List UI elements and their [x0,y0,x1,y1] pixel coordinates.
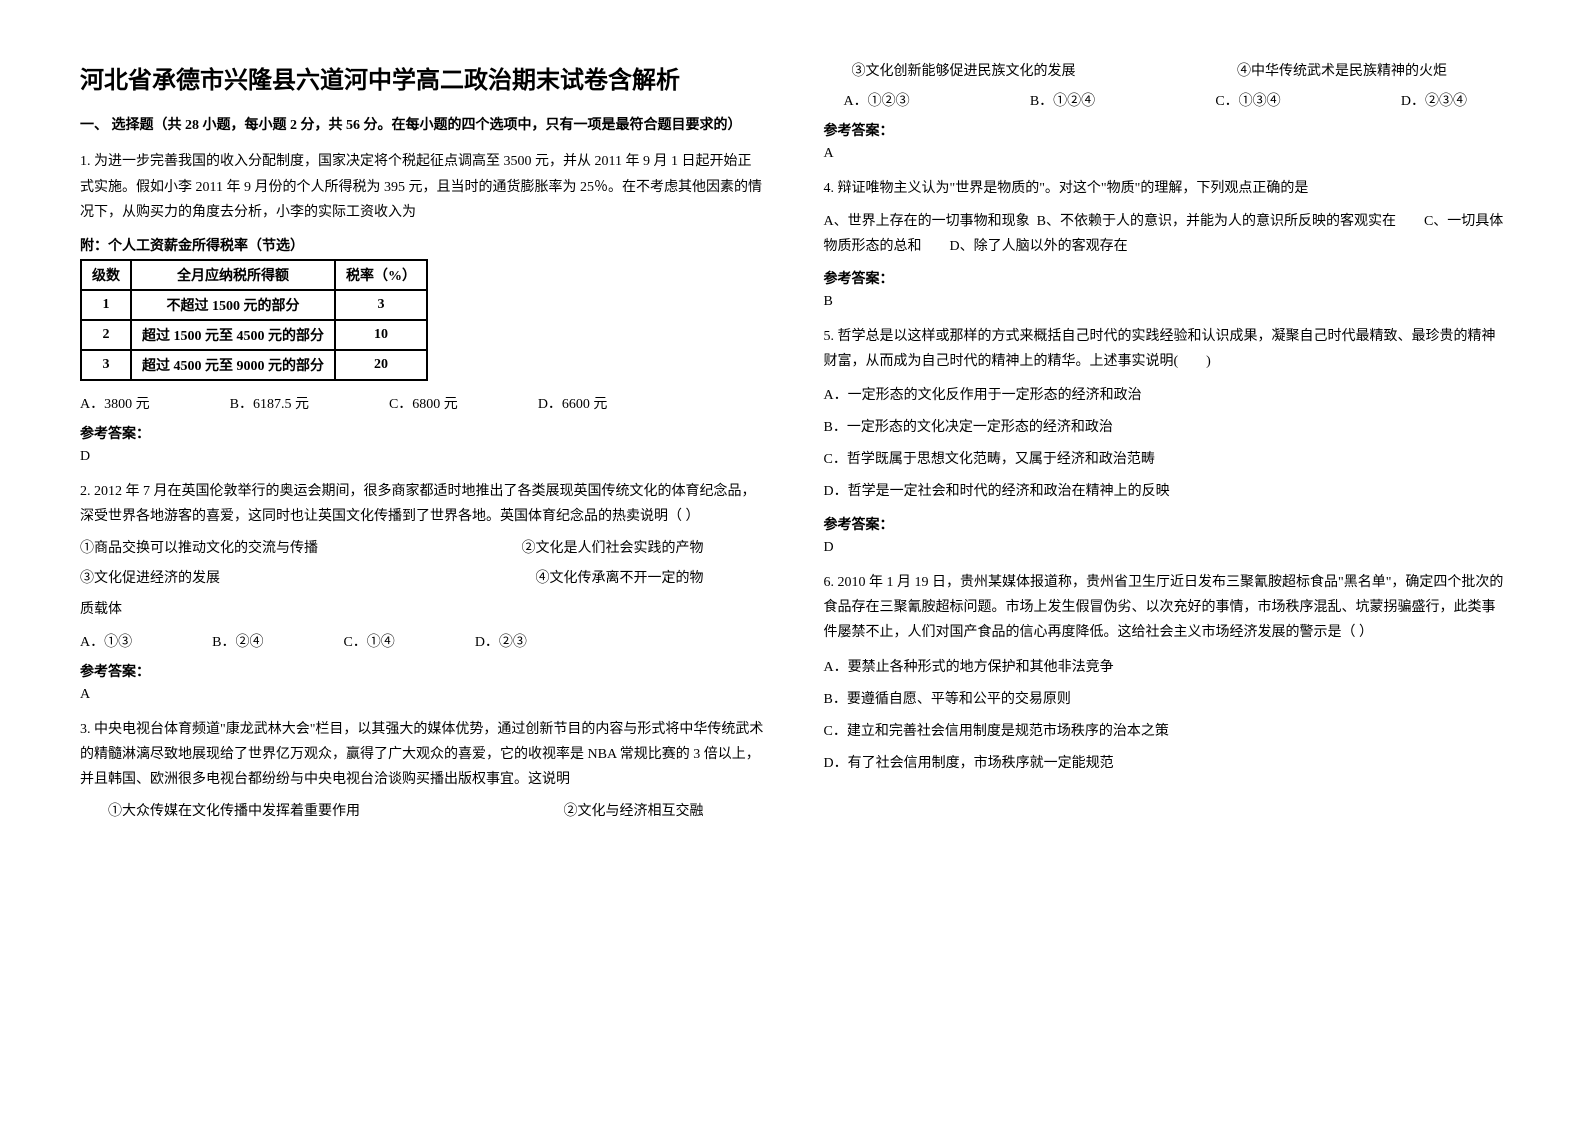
th-rate: 税率（%） [335,260,427,290]
q4-opt-a: A、世界上存在的一切事物和现象 [824,214,1030,229]
q2-subopts-2: ③文化促进经济的发展 ④文化传承离不开一定的物 [80,567,764,587]
q1-opt-b: B．6187.5 元 [230,393,309,413]
q3-opt-a: A．①②③ [844,90,910,110]
q2-options: A．①③ B．②④ C．①④ D．②③ [80,631,764,651]
table-row: 2 超过 1500 元至 4500 元的部分 10 [81,320,427,350]
q3-opt-b: B．①②④ [1030,90,1095,110]
q2-s2: ②文化是人们社会实践的产物 [522,537,704,557]
q6-opt-a: A．要禁止各种形式的地方保护和其他非法竞争 [824,654,1508,682]
cell: 3 [335,290,427,320]
page-title: 河北省承德市兴隆县六道河中学高二政治期末试卷含解析 [80,60,764,95]
q4-answer: B [824,294,1508,310]
answer-label: 参考答案： [80,423,764,443]
q2-s3: ③文化促进经济的发展 [80,567,220,587]
q1-tax-table: 级数 全月应纳税所得额 税率（%） 1 不超过 1500 元的部分 3 2 超过… [80,259,428,381]
q2-opt-b: B．②④ [212,631,263,651]
q1-answer: D [80,449,764,465]
table-header-row: 级数 全月应纳税所得额 税率（%） [81,260,427,290]
q3-s3: ③文化创新能够促进民族文化的发展 [824,60,1076,80]
q3-options: A．①②③ B．①②④ C．①③④ D．②③④ [844,90,1508,110]
cell: 超过 4500 元至 9000 元的部分 [131,350,335,380]
q2-answer: A [80,687,764,703]
table-row: 1 不超过 1500 元的部分 3 [81,290,427,320]
q1-opt-c: C．6800 元 [389,393,458,413]
q6-opt-b: B．要遵循自愿、平等和公平的交易原则 [824,686,1508,714]
q3-s2: ②文化与经济相互交融 [536,800,704,820]
q4-opt-b: B、不依赖于人的意识，并能为人的意识所反映的客观实在 [1037,214,1396,229]
answer-label: 参考答案： [824,120,1508,140]
q3-subopts-1: ①大众传媒在文化传播中发挥着重要作用 ②文化与经济相互交融 [80,800,764,820]
cell: 不超过 1500 元的部分 [131,290,335,320]
q3-opt-c: C．①③④ [1215,90,1280,110]
q2-s4: ④文化传承离不开一定的物 [536,567,704,587]
q4-text: 4. 辩证唯物主义认为"世界是物质的"。对这个"物质"的理解，下列观点正确的是 [824,176,1508,201]
cell: 20 [335,350,427,380]
q2-opt-a: A．①③ [80,631,132,651]
cell: 1 [81,290,131,320]
q6-opt-c: C．建立和完善社会信用制度是规范市场秩序的治本之策 [824,718,1508,746]
q6-opt-d: D．有了社会信用制度，市场秩序就一定能规范 [824,750,1508,778]
q2-text: 2. 2012 年 7 月在英国伦敦举行的奥运会期间，很多商家都适时地推出了各类… [80,479,764,529]
q3-opt-d: D．②③④ [1401,90,1467,110]
q5-opt-c: C．哲学既属于思想文化范畴，又属于经济和政治范畴 [824,446,1508,474]
q5-opt-a: A．一定形态的文化反作用于一定形态的经济和政治 [824,382,1508,410]
q2-opt-d: D．②③ [475,631,527,651]
q3-s4: ④中华传统武术是民族精神的火炬 [1209,60,1447,80]
q2-s4b: 质载体 [80,597,764,622]
q5-answer: D [824,540,1508,556]
section-intro: 一、 选择题（共 28 小题，每小题 2 分，共 56 分。在每小题的四个选项中… [80,115,764,137]
cell: 3 [81,350,131,380]
cell: 10 [335,320,427,350]
q1-table-caption: 附：个人工资薪金所得税率（节选） [80,235,764,255]
q5-opt-b: B．一定形态的文化决定一定形态的经济和政治 [824,414,1508,442]
cell: 2 [81,320,131,350]
left-column: 河北省承德市兴隆县六道河中学高二政治期末试卷含解析 一、 选择题（共 28 小题… [50,60,794,1062]
q1-text: 1. 为进一步完善我国的收入分配制度，国家决定将个税起征点调高至 3500 元，… [80,149,764,225]
q1-opt-a: A．3800 元 [80,393,150,413]
q4-opt-d: D、除了人脑以外的客观存在 [950,239,1128,254]
q3-subopts-2: ③文化创新能够促进民族文化的发展 ④中华传统武术是民族精神的火炬 [824,60,1508,80]
q3-answer: A [824,146,1508,162]
answer-label: 参考答案： [824,514,1508,534]
q2-s1: ①商品交换可以推动文化的交流与传播 [80,537,318,557]
q3-text: 3. 中央电视台体育频道"康龙武林大会"栏目，以其强大的媒体优势，通过创新节目的… [80,717,764,793]
th-level: 级数 [81,260,131,290]
q2-opt-c: C．①④ [343,631,394,651]
q5-opt-d: D．哲学是一定社会和时代的经济和政治在精神上的反映 [824,478,1508,506]
q3-s1: ①大众传媒在文化传播中发挥着重要作用 [80,800,360,820]
th-range: 全月应纳税所得额 [131,260,335,290]
right-column: ③文化创新能够促进民族文化的发展 ④中华传统武术是民族精神的火炬 A．①②③ B… [794,60,1538,1062]
q1-options: A．3800 元 B．6187.5 元 C．6800 元 D．6600 元 [80,393,764,413]
answer-label: 参考答案： [824,268,1508,288]
q2-subopts-1: ①商品交换可以推动文化的交流与传播 ②文化是人们社会实践的产物 [80,537,764,557]
q4-opts-line: A、世界上存在的一切事物和现象 B、不依赖于人的意识，并能为人的意识所反映的客观… [824,209,1508,259]
table-row: 3 超过 4500 元至 9000 元的部分 20 [81,350,427,380]
answer-label: 参考答案： [80,661,764,681]
cell: 超过 1500 元至 4500 元的部分 [131,320,335,350]
q1-opt-d: D．6600 元 [538,393,608,413]
q5-text: 5. 哲学总是以这样或那样的方式来概括自己时代的实践经验和认识成果，凝聚自己时代… [824,324,1508,374]
q6-text: 6. 2010 年 1 月 19 日，贵州某媒体报道称，贵州省卫生厅近日发布三聚… [824,570,1508,646]
